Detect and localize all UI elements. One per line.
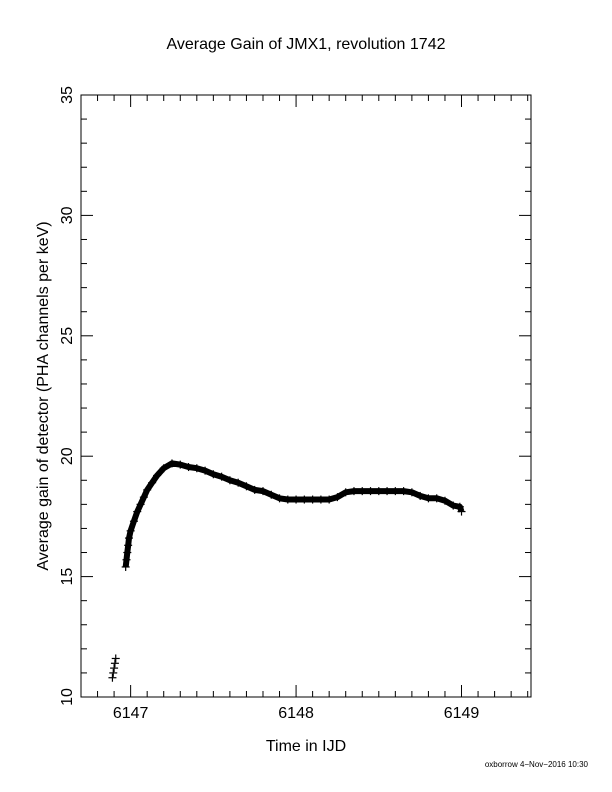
y-tick-label: 30	[59, 206, 76, 224]
y-tick-label: 20	[59, 447, 76, 465]
x-tick-label: 6147	[113, 705, 149, 722]
plot-frame	[80, 94, 532, 698]
y-tick-label: 25	[59, 327, 76, 345]
data-point	[109, 668, 118, 677]
axis-ticks	[80, 94, 531, 698]
chart-title: Average Gain of JMX1, revolution 1742	[166, 36, 446, 53]
data-point	[108, 673, 117, 682]
dense-marker-band	[122, 460, 465, 568]
x-tick-label: 6149	[444, 705, 480, 722]
y-tick-label: 35	[59, 86, 76, 104]
y-tick-label: 10	[59, 688, 76, 706]
x-tick-label: 6148	[278, 705, 314, 722]
y-tick-label: 15	[59, 568, 76, 586]
data-point	[110, 659, 119, 668]
footer-stamp: oxborrow 4−Nov−2016 10:30	[484, 760, 588, 769]
data-point	[111, 654, 120, 663]
tick-labels: 10 15 20 25 30 35 6147 6148 6149	[59, 86, 479, 722]
data-point	[110, 664, 119, 673]
data-points	[108, 459, 466, 682]
x-axis-label: Time in IJD	[265, 738, 347, 755]
y-axis-label: Average gain of detector (PHA channels p…	[35, 221, 52, 571]
